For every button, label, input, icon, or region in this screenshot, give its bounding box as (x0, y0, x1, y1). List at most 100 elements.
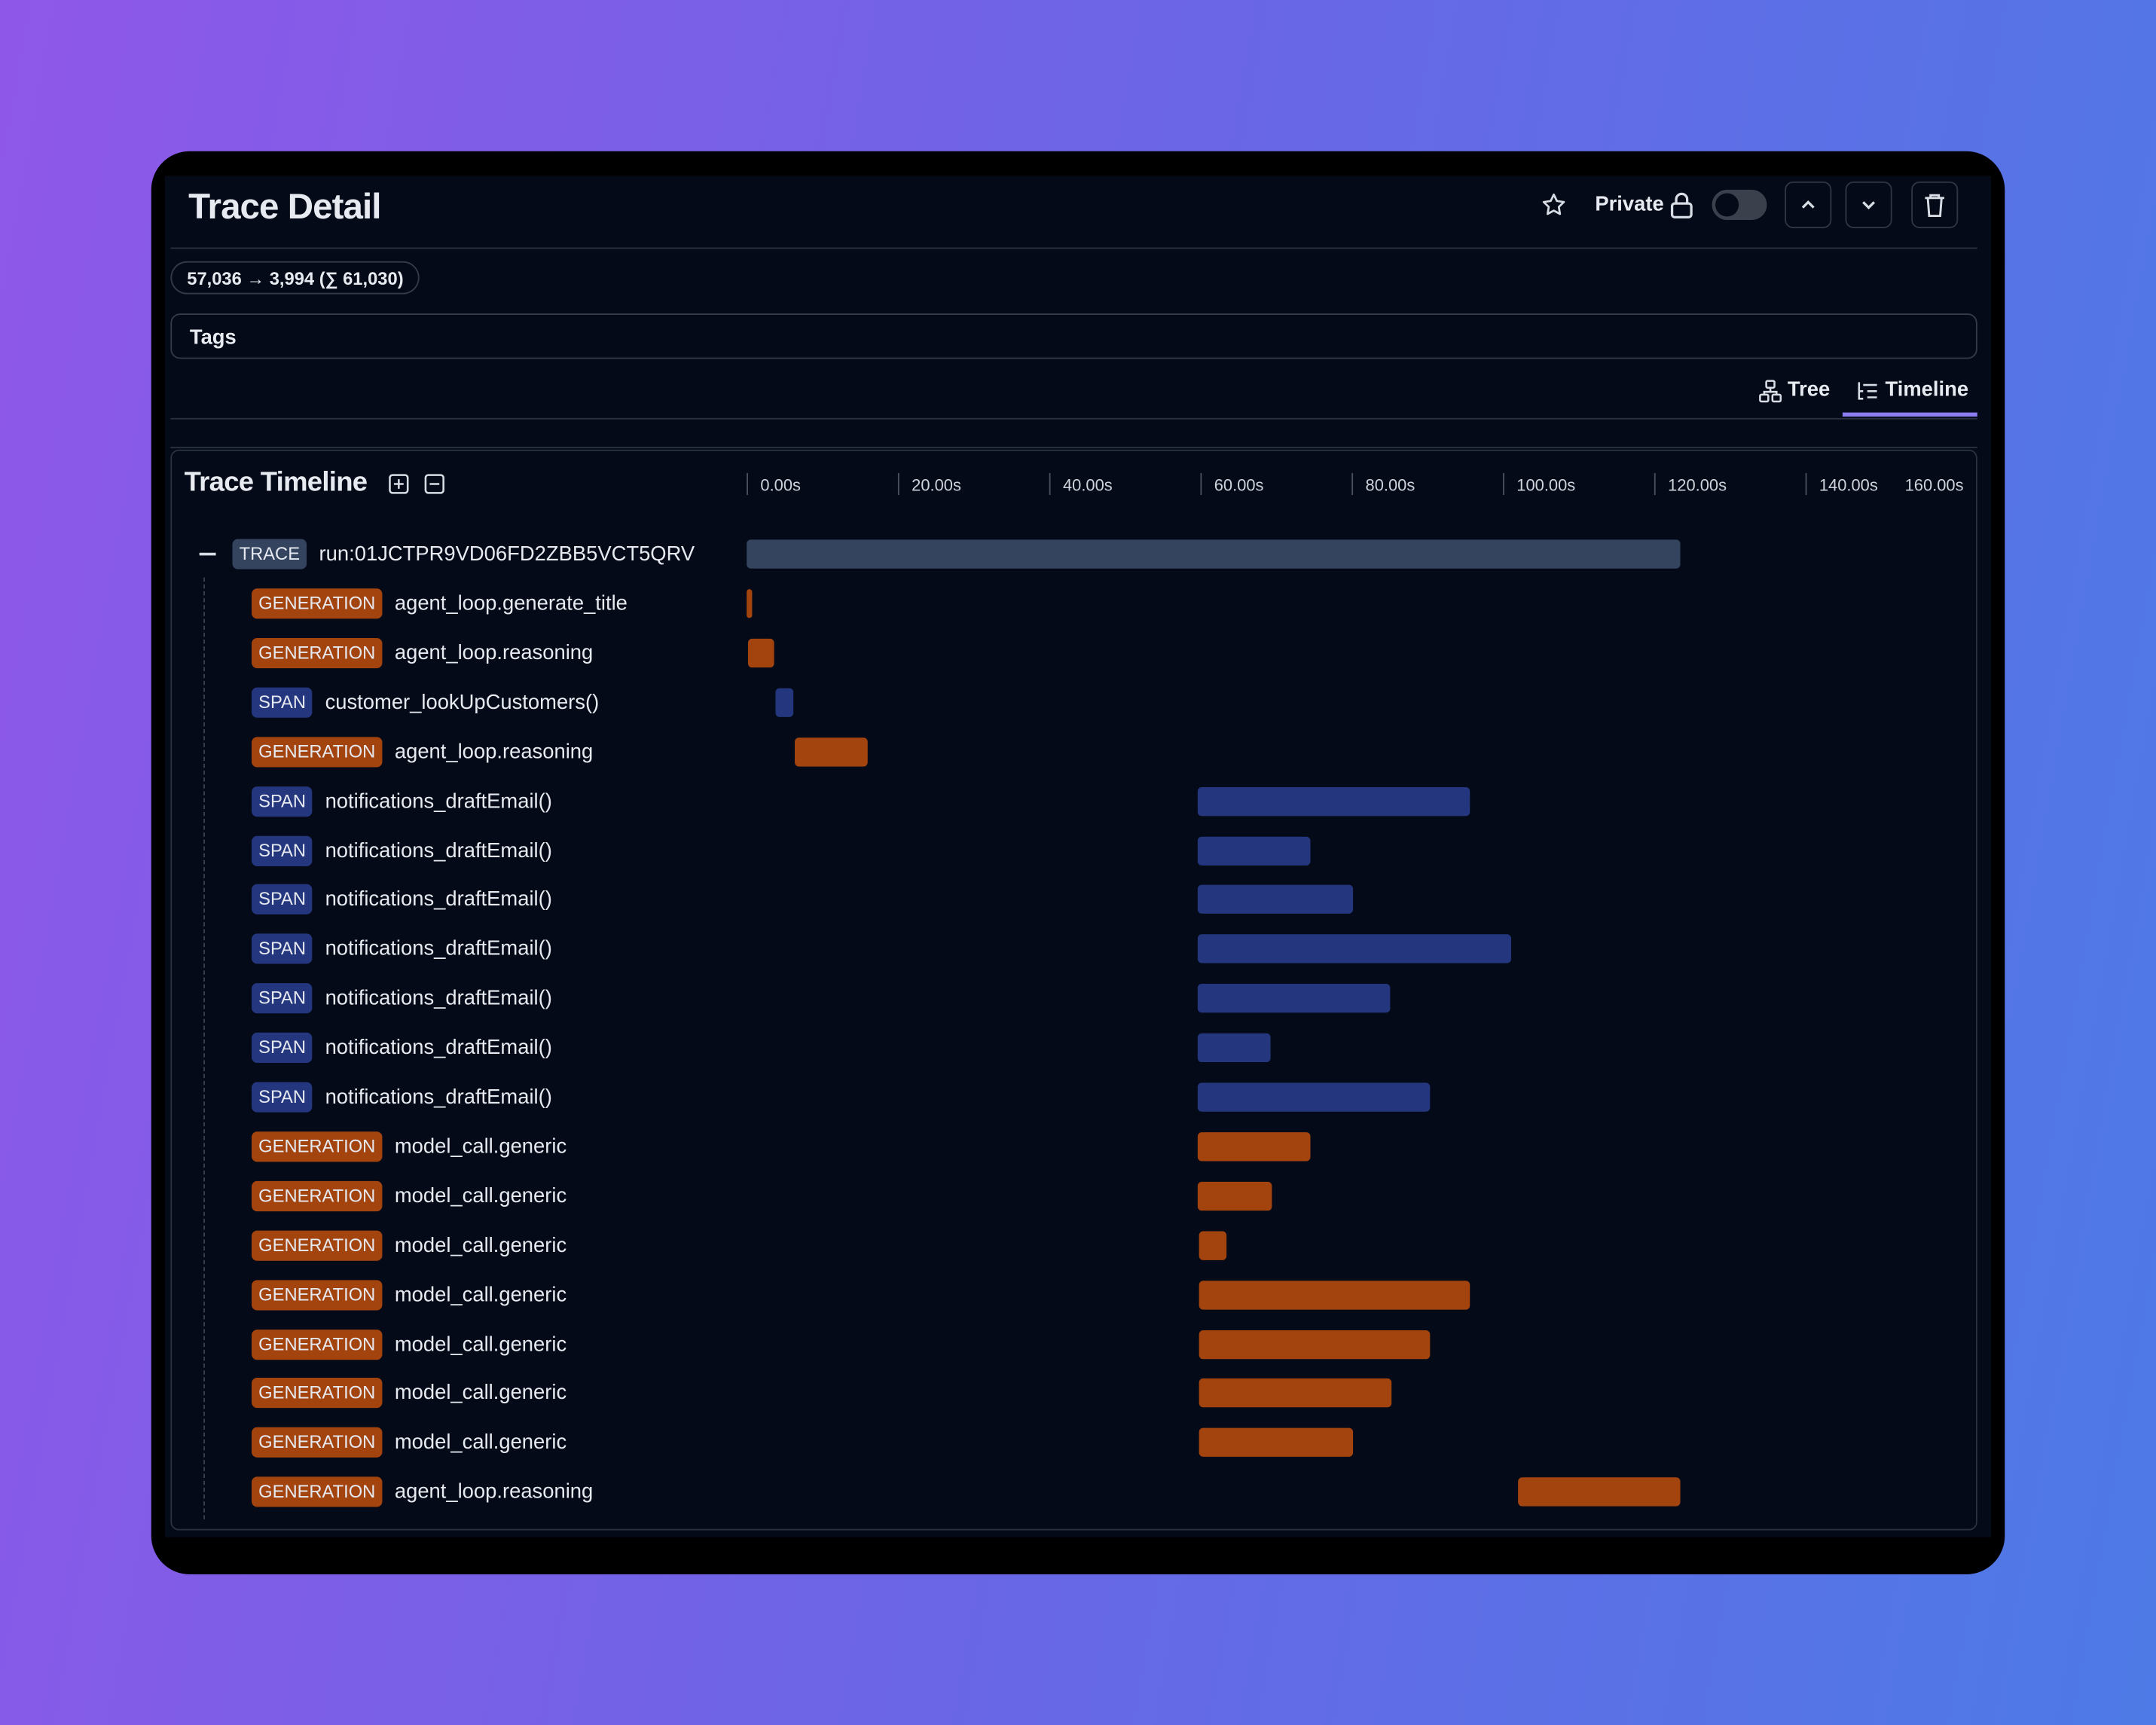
divider (170, 447, 1977, 449)
x-tick (747, 472, 748, 496)
tags-label: Tags (189, 325, 237, 350)
x-tick (1049, 472, 1051, 496)
private-toggle[interactable] (1711, 188, 1769, 221)
star-icon[interactable] (1540, 191, 1568, 219)
x-tick (897, 472, 899, 496)
tree-guide (203, 577, 205, 1519)
item-name: model_call.generic (394, 1134, 567, 1159)
item-name: notifications_draftEmail() (325, 986, 552, 1011)
timeline-bar (747, 589, 753, 618)
x-tick-label: 20.00s (912, 475, 961, 496)
x-tick (1503, 472, 1504, 496)
timeline-bar (747, 539, 1681, 569)
type-badge: GENERATION (252, 588, 383, 619)
x-tick-label: 0.00s (760, 475, 801, 496)
next-button[interactable] (1845, 181, 1892, 228)
timeline-bar (1197, 934, 1512, 964)
item-name: agent_loop.reasoning (394, 740, 594, 764)
timeline-bar (1197, 885, 1354, 914)
timeline-bar (1197, 1082, 1431, 1112)
timeline-bar (1197, 1181, 1272, 1211)
item-name: notifications_draftEmail() (325, 937, 552, 961)
private-label: Private (1595, 192, 1664, 216)
timeline-bar (1199, 1230, 1227, 1260)
panel (165, 176, 1992, 1537)
x-tick-label: 100.00s (1516, 475, 1576, 496)
type-badge: SPAN (252, 933, 313, 965)
timeline-bar (1197, 835, 1311, 866)
tab-tree[interactable]: Tree (1787, 377, 1831, 401)
x-tick-label: 80.00s (1365, 475, 1415, 496)
timeline-bar (1199, 1378, 1392, 1408)
type-badge: SPAN (252, 687, 313, 718)
x-tick-label: 40.00s (1062, 475, 1113, 496)
active-tab-indicator (1842, 412, 1977, 417)
type-badge: SPAN (252, 786, 313, 817)
x-tick-label: 60.00s (1214, 475, 1264, 496)
item-name: customer_lookUpCustomers() (325, 690, 600, 714)
item-name: notifications_draftEmail() (325, 1036, 552, 1060)
type-badge: GENERATION (252, 637, 383, 668)
timeline-bar (1197, 1033, 1271, 1063)
type-badge: GENERATION (252, 1279, 383, 1310)
timeline-bar (1199, 1280, 1470, 1309)
timeline-bar (748, 638, 774, 667)
item-name: notifications_draftEmail() (325, 838, 552, 862)
trash-icon (1925, 194, 1944, 218)
timeline-title: Trace Timeline (184, 467, 368, 498)
delete-button[interactable] (1911, 181, 1959, 228)
timeline-box (170, 449, 1977, 1531)
collapse-toggle[interactable] (199, 552, 216, 556)
type-badge: SPAN (252, 884, 313, 915)
timeline-bar (1199, 1330, 1431, 1359)
type-badge: GENERATION (252, 1180, 383, 1211)
type-badge: TRACE (232, 539, 307, 569)
chevron-down (1862, 201, 1876, 209)
item-name: agent_loop.reasoning (394, 641, 594, 665)
x-tick (1351, 472, 1354, 496)
x-tick (1654, 472, 1656, 496)
type-badge: SPAN (252, 1082, 313, 1113)
chevron-up (1801, 200, 1815, 209)
type-badge: GENERATION (252, 1427, 383, 1458)
tab-timeline[interactable]: Timeline (1885, 377, 1969, 401)
x-tick (1200, 472, 1202, 496)
prev-button[interactable] (1785, 181, 1832, 228)
type-badge: GENERATION (252, 1476, 383, 1507)
page-title: Trace Detail (188, 185, 381, 227)
item-name: model_call.generic (394, 1332, 567, 1356)
type-badge: SPAN (252, 1032, 313, 1064)
x-tick-label: 140.00s (1819, 475, 1878, 496)
timeline-bar (1197, 1131, 1311, 1162)
timeline-bar (795, 737, 868, 767)
x-tick-label: 160.00s (1904, 475, 1964, 496)
timeline-bar (1197, 984, 1391, 1013)
divider (170, 417, 1977, 420)
timeline-bar (1199, 1428, 1354, 1458)
type-badge: SPAN (252, 835, 313, 866)
item-name: model_call.generic (394, 1233, 567, 1257)
timeline-bar (1197, 786, 1470, 816)
timeline-icon (1858, 382, 1877, 400)
type-badge: GENERATION (252, 736, 383, 767)
item-name: notifications_draftEmail() (325, 887, 552, 911)
tags-box[interactable]: Tags (170, 313, 1977, 359)
item-name: model_call.generic (394, 1184, 567, 1208)
item-name: agent_loop.reasoning (394, 1480, 594, 1504)
item-name: model_call.generic (394, 1382, 567, 1406)
type-badge: SPAN (252, 983, 313, 1014)
divider (170, 247, 1977, 249)
type-badge: GENERATION (252, 1329, 383, 1360)
x-tick-label: 120.00s (1668, 475, 1727, 496)
type-badge: GENERATION (252, 1378, 383, 1409)
expand-collapse-icons[interactable] (388, 473, 448, 495)
timeline-bar (775, 688, 794, 717)
timeline-bar (1518, 1477, 1681, 1507)
usage-pill: 57,036 → 3,994 (∑ 61,030) (170, 261, 420, 295)
item-name: notifications_draftEmail() (325, 1085, 552, 1110)
lock-icon (1670, 192, 1693, 219)
